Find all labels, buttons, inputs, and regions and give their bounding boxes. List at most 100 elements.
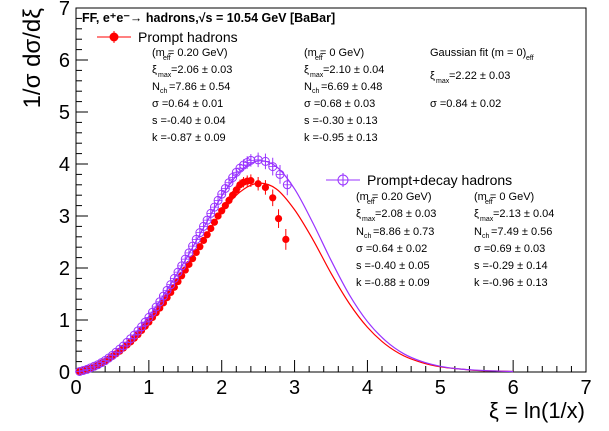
- data-point: [210, 218, 219, 226]
- data-point: [192, 248, 200, 256]
- prompt-c2-xi-sub: max: [310, 72, 324, 79]
- data-point: [221, 202, 229, 210]
- prompt-c1-xi-sym: ξ: [152, 64, 157, 76]
- data-point: [261, 183, 270, 191]
- decay-c1-k: k =-0.88 ± 0.09: [356, 277, 430, 289]
- decay-c1-nch: =8.86 ± 0.73: [373, 226, 434, 238]
- fit-curves: [75, 160, 514, 373]
- data-point: [247, 177, 255, 185]
- axis-ticks: [75, 7, 587, 373]
- prompt-c1-nch-sub: ch: [160, 88, 168, 95]
- prompt-c1-sigma: σ =0.64 ± 0.01: [152, 98, 223, 110]
- prompt-c2-nch-sub: ch: [312, 88, 320, 95]
- x-tick-label: 4: [362, 377, 373, 399]
- decay-c2-header-sub: eff: [485, 199, 493, 206]
- y-tick-label: 1: [59, 310, 70, 332]
- prompt-c1-xi: =2.06 ± 0.03: [171, 64, 232, 76]
- prompt-c3-header: Gaussian fit (m = 0): [430, 47, 526, 59]
- prompt-c1-header: (m = 0.20 GeV): [152, 47, 228, 59]
- prompt-c2-sigma: σ =0.68 ± 0.03: [304, 98, 375, 110]
- data-point: [207, 224, 215, 233]
- prompt-c3-sigma: σ =0.84 ± 0.02: [430, 98, 501, 110]
- y-tick-label: 6: [59, 50, 70, 72]
- decay-c2-nch: =7.49 ± 0.56: [491, 226, 552, 238]
- data-point: [199, 236, 208, 245]
- x-axis-label: ξ = ln(1/x): [489, 398, 585, 423]
- y-tick-label: 4: [59, 154, 70, 176]
- legend-prompt-marker: [109, 32, 119, 42]
- prompt-c2-header-sub: eff: [315, 55, 323, 62]
- decay-c1-xi-sym: ξ: [356, 208, 361, 220]
- prompt-c1-xi-sub: max: [158, 72, 172, 79]
- data-point: [269, 194, 277, 202]
- prompt-c3-header-sub: eff: [526, 55, 534, 62]
- decay-c1-xi-sub: max: [362, 216, 376, 223]
- y-tick-label: 0: [59, 362, 70, 384]
- prompt-c1-nch: =7.86 ± 0.54: [169, 81, 230, 93]
- data-point: [274, 215, 283, 223]
- y-tick-label: 7: [59, 0, 70, 20]
- prompt-c1-header-sub: eff: [163, 55, 171, 62]
- prompt-c2-nch-sym: N: [304, 81, 312, 93]
- x-tick-label: 7: [580, 377, 591, 399]
- decay-c1-s: s =-0.40 ± 0.05: [356, 260, 430, 272]
- decay-stats: (m = 0.20 GeV) eff ξ max =2.08 ± 0.03 N …: [356, 191, 554, 289]
- x-tick-label: 0: [70, 377, 81, 399]
- y-tick-label: 5: [59, 102, 70, 124]
- data-point: [254, 180, 262, 188]
- x-tick-label: 5: [435, 377, 446, 399]
- data-point: [229, 191, 237, 199]
- prompt-c2-xi-sym: ξ: [304, 64, 309, 76]
- data-point: [174, 277, 182, 286]
- decay-c1-header: (m = 0.20 GeV): [356, 191, 432, 203]
- prompt-c1-s: s =-0.40 ± 0.04: [152, 115, 226, 127]
- plot-frame: [75, 7, 587, 373]
- x-tick-label: 6: [508, 377, 519, 399]
- legend-prompt-label: Prompt hadrons: [138, 29, 238, 45]
- decay-fit-curve: [75, 160, 514, 373]
- data-point: [203, 231, 211, 239]
- prompt-c2-s: s =-0.30 ± 0.13: [304, 115, 378, 127]
- x-tick-label: 3: [289, 377, 300, 399]
- data-point: [214, 212, 222, 220]
- decay-c1-nch-sym: N: [356, 226, 364, 238]
- prompt-c1-nch-sym: N: [152, 81, 160, 93]
- prompt-c3-xi-sym: ξ: [430, 70, 435, 82]
- decay-c2-s: s =-0.29 ± 0.14: [474, 260, 548, 272]
- data-point: [232, 186, 240, 194]
- data-points: [75, 152, 292, 376]
- x-tick-label: 1: [143, 377, 154, 399]
- prompt-c2-k: k =-0.95 ± 0.13: [304, 132, 378, 144]
- data-point: [196, 243, 204, 251]
- y-tick-label: 2: [59, 258, 70, 280]
- decay-c1-xi: =2.08 ± 0.03: [375, 208, 436, 220]
- legend-decay: Prompt+decay hadrons: [326, 172, 512, 188]
- chart-title: FF, e⁺e⁻→ hadrons,√s = 10.54 GeV [BaBar]: [82, 11, 335, 25]
- decay-c2-xi: =2.13 ± 0.04: [493, 208, 554, 220]
- y-axis-label: 1/σ dσ/dξ: [19, 8, 46, 109]
- decay-c2-nch-sym: N: [474, 226, 482, 238]
- legend-decay-label: Prompt+decay hadrons: [367, 172, 512, 188]
- data-point: [188, 255, 197, 263]
- y-tick-label: 3: [59, 206, 70, 228]
- axis-tick-labels: 00 1 1 2 2 3 3 4 4 5 5 6 6 7 7: [59, 0, 592, 399]
- prompt-fit-curve: [75, 182, 514, 373]
- legend-prompt: Prompt hadrons: [97, 29, 238, 45]
- prompt-c1-k: k =-0.87 ± 0.09: [152, 132, 226, 144]
- decay-c2-xi-sub: max: [480, 216, 494, 223]
- decay-c2-xi-sym: ξ: [474, 208, 479, 220]
- prompt-c3-xi-sub: max: [436, 78, 450, 85]
- prompt-c3-xi: =2.22 ± 0.03: [449, 70, 510, 82]
- data-point: [218, 207, 226, 215]
- decay-c1-nch-sub: ch: [364, 233, 372, 240]
- decay-c1-sigma: σ =0.64 ± 0.02: [356, 243, 427, 255]
- decay-c2-header: (m = 0 GeV): [474, 191, 534, 203]
- data-point: [181, 266, 189, 274]
- prompt-stats: (m = 0.20 GeV) eff ξ max =2.06 ± 0.03 N …: [152, 47, 534, 144]
- decay-c2-sigma: σ =0.69 ± 0.03: [474, 243, 545, 255]
- data-point: [225, 196, 233, 204]
- prompt-c2-nch: =6.69 ± 0.48: [321, 81, 382, 93]
- data-point: [282, 235, 290, 243]
- x-tick-label: 2: [216, 377, 227, 399]
